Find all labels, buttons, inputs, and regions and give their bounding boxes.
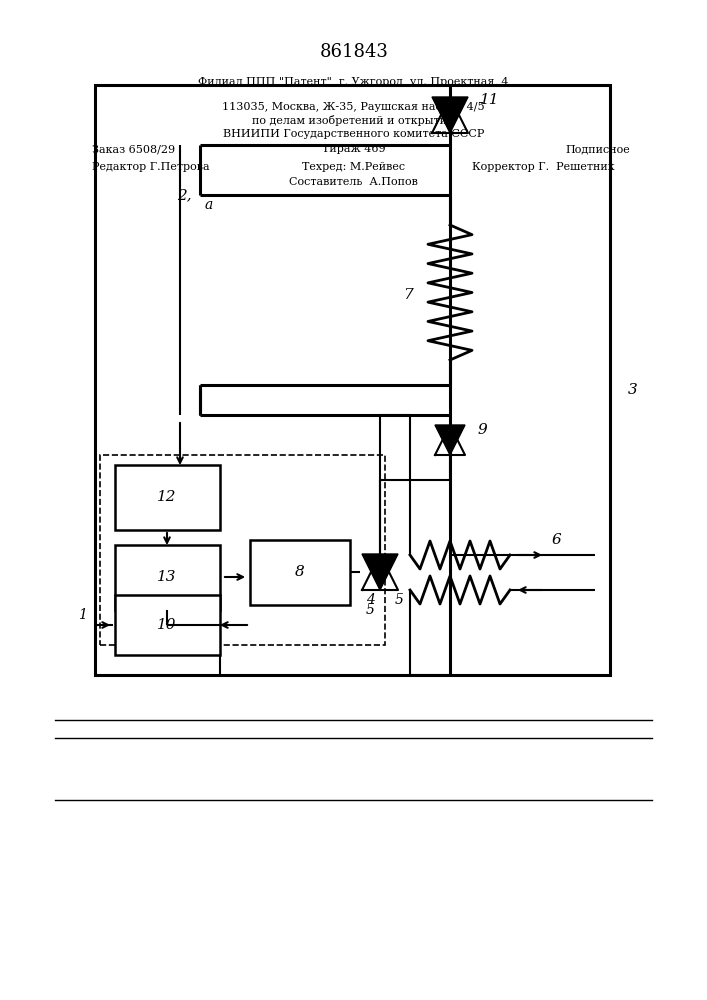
Text: 7: 7 <box>403 288 413 302</box>
Bar <box>250 540 350 605</box>
Bar <box>115 545 220 610</box>
Text: по делам изобретений и открытий: по делам изобретений и открытий <box>252 114 455 125</box>
Text: 5: 5 <box>366 603 375 617</box>
Text: Подписное: Подписное <box>566 144 631 154</box>
Text: ВНИИПИ Государственного комитета СССР: ВНИИПИ Государственного комитета СССР <box>223 129 484 139</box>
Text: Тираж 469: Тираж 469 <box>322 144 385 154</box>
Bar <box>100 455 385 645</box>
Bar <box>115 595 220 655</box>
Text: 1: 1 <box>78 608 87 622</box>
Text: 3: 3 <box>628 383 638 397</box>
Polygon shape <box>362 554 398 590</box>
Text: Корректор Г.  Решетник: Корректор Г. Решетник <box>472 162 615 172</box>
Text: 11: 11 <box>480 93 500 107</box>
Polygon shape <box>435 425 465 455</box>
Text: 6: 6 <box>552 533 562 547</box>
Text: Филиал ППП "Патент", г. Ужгород, ул. Проектная, 4: Филиал ППП "Патент", г. Ужгород, ул. Про… <box>198 77 509 87</box>
Text: 2,: 2, <box>177 188 192 202</box>
Text: 10: 10 <box>157 618 177 632</box>
Bar <box>95 85 610 675</box>
Text: 13: 13 <box>157 570 177 584</box>
Text: Заказ 6508/29: Заказ 6508/29 <box>92 144 175 154</box>
Text: 5: 5 <box>395 593 404 607</box>
Text: 861843: 861843 <box>320 43 388 61</box>
Text: Редактор Г.Петрова: Редактор Г.Петрова <box>92 162 209 172</box>
Polygon shape <box>432 97 468 133</box>
Text: 4: 4 <box>366 593 375 607</box>
Text: a: a <box>205 198 214 212</box>
Text: 12: 12 <box>157 490 177 504</box>
Text: Техред: М.Рейвес: Техред: М.Рейвес <box>302 162 405 172</box>
Text: 9: 9 <box>478 423 488 437</box>
Bar <box>115 465 220 530</box>
Text: 113035, Москва, Ж-35, Раушская наб., д. 4/5: 113035, Москва, Ж-35, Раушская наб., д. … <box>222 101 485 111</box>
Text: Составитель  А.Попов: Составитель А.Попов <box>289 177 418 187</box>
Text: 8: 8 <box>295 565 305 579</box>
